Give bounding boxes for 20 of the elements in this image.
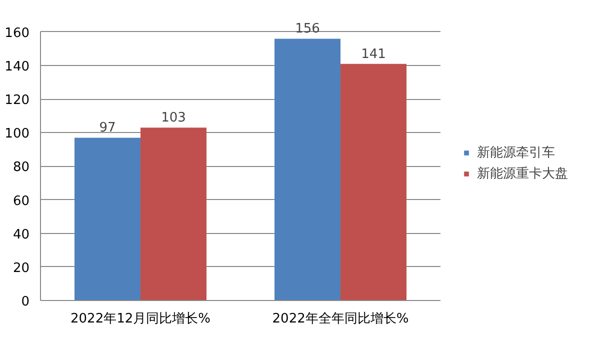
x-tick-label: 2022年12月同比增长%: [70, 312, 210, 326]
y-tick-label: 60: [12, 194, 30, 209]
legend-label: 新能源牵引车: [477, 144, 555, 161]
y-tick-label: 40: [12, 227, 30, 242]
y-tick-label: 100: [4, 126, 30, 142]
bar: [274, 38, 340, 300]
y-tick-label: 80: [12, 160, 30, 176]
data-label: 141: [361, 46, 386, 62]
legend-label: 新能源重卡大盘: [477, 165, 568, 182]
bar: [340, 64, 406, 300]
data-label: 103: [161, 110, 186, 126]
y-tick-label: 160: [4, 26, 30, 41]
bar: [140, 128, 206, 300]
y-tick-label: 0: [21, 294, 30, 310]
data-label: 97: [99, 120, 116, 136]
y-tick-label: 120: [4, 93, 30, 108]
x-tick-label: 2022年全年同比增长%: [272, 312, 409, 326]
y-tick-label: 20: [12, 260, 30, 276]
y-tick-label: 140: [4, 60, 30, 75]
bar: [74, 138, 140, 300]
